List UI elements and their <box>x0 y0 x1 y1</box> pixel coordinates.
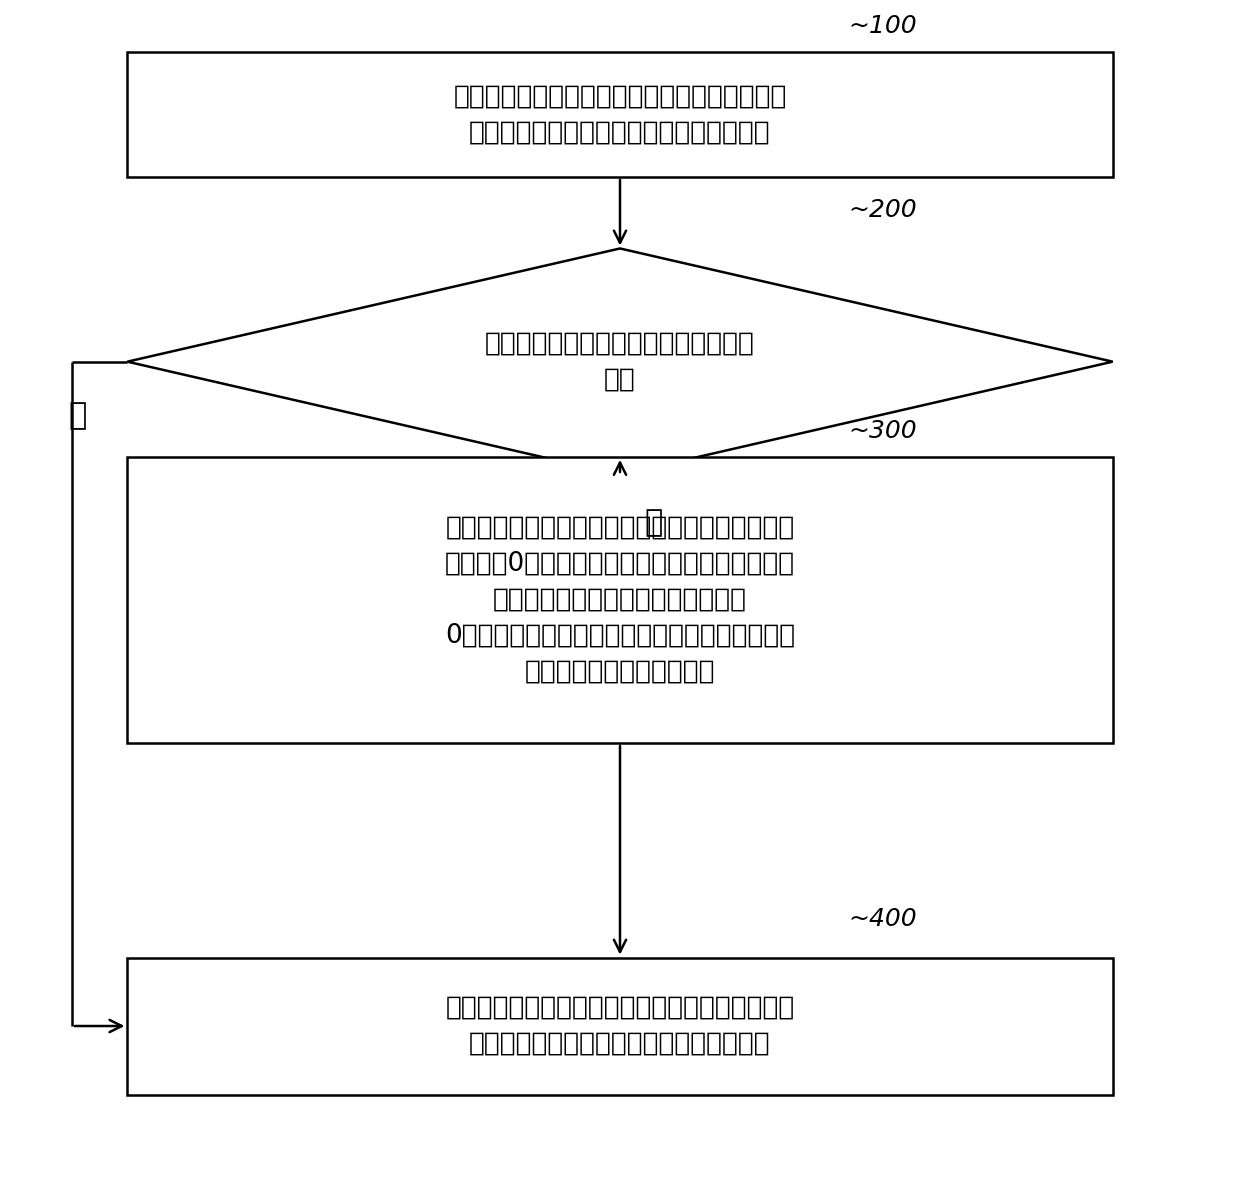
Text: ~400: ~400 <box>848 907 916 931</box>
Text: ~300: ~300 <box>848 419 916 443</box>
Polygon shape <box>128 248 1112 475</box>
Bar <box>128 958 1112 1094</box>
Text: ~100: ~100 <box>848 13 916 37</box>
Text: 监控电动汽车的状态，所述状态包括电动汽车的
油门信号、速度信号、刹车信号和档位信号: 监控电动汽车的状态，所述状态包括电动汽车的 油门信号、速度信号、刹车信号和档位信… <box>454 83 786 145</box>
Text: 是: 是 <box>645 508 663 538</box>
Bar <box>128 457 1112 743</box>
Text: ~200: ~200 <box>848 198 916 222</box>
Text: 否: 否 <box>69 401 87 430</box>
Text: 控制所述电动汽车的电机工作在速度控制模式，速
度给定为0，将单位时间内电动汽车后溜的脉冲个
数作为闭环反馈，同时闭环给定值取
0，对所述闭环反馈值与闭环给定的差: 控制所述电动汽车的电机工作在速度控制模式，速 度给定为0，将单位时间内电动汽车后… <box>445 515 795 685</box>
Text: 控制所述电机工作在转矩控制模式，根据所述油门
信号和刹车信号来控制所述电机的输出力矩: 控制所述电机工作在转矩控制模式，根据所述油门 信号和刹车信号来控制所述电机的输出… <box>445 995 795 1057</box>
Text: 根据所述状态判断是否触发产生防溜坡
信号: 根据所述状态判断是否触发产生防溜坡 信号 <box>485 331 755 392</box>
Bar <box>128 52 1112 176</box>
